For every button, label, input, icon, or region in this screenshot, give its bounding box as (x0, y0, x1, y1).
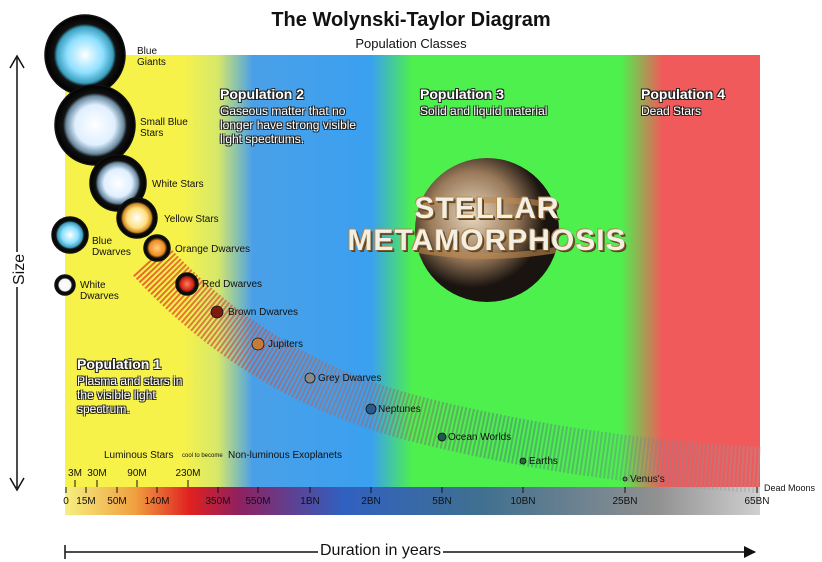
lower-tick-label: 1BN (290, 496, 330, 507)
object-label: Yellow Stars (164, 214, 219, 225)
population-description: Dead Stars (641, 104, 751, 118)
population-title: Population 1 (77, 356, 161, 372)
lower-tick-label: 350M (198, 496, 238, 507)
population-description: Plasma and stars in the visible light sp… (77, 374, 197, 416)
upper-tick-label: 90M (117, 468, 157, 479)
overlay-text: STELLAR (300, 192, 674, 226)
upper-tick-label: 30M (77, 468, 117, 479)
object-label: Ocean Worlds (448, 432, 511, 443)
lower-tick-label: 25BN (605, 496, 645, 507)
celestial-object (117, 198, 157, 238)
x-axis-label: Duration in years (318, 542, 443, 560)
object-label: Brown Dwarves (228, 307, 298, 318)
celestial-object (623, 477, 627, 481)
footnote-right: Non-luminous Exoplanets (228, 450, 342, 461)
object-label: White Stars (152, 179, 204, 190)
subtitle: Population Classes (0, 36, 822, 51)
object-label: White Dwarves (80, 280, 125, 302)
celestial-object (211, 306, 223, 318)
population-description: Gaseous matter that no longer have stron… (220, 104, 375, 146)
celestial-object (55, 85, 135, 165)
celestial-object (176, 273, 198, 295)
celestial-object (520, 458, 526, 464)
end-label: Dead Moons (764, 483, 815, 494)
population-title: Population 2 (220, 86, 304, 102)
object-label: Grey Dwarves (318, 373, 381, 384)
celestial-object (366, 404, 376, 414)
object-label: Neptunes (378, 404, 421, 415)
diagram: The Wolynski-Taylor Diagram Population C… (0, 0, 822, 562)
lower-tick-label: 5BN (422, 496, 462, 507)
celestial-object (438, 433, 446, 441)
lower-tick-label: 140M (137, 496, 177, 507)
celestial-object (52, 217, 88, 253)
lower-tick-label: 50M (97, 496, 137, 507)
lower-tick-label: 2BN (351, 496, 391, 507)
object-label: Blue Giants (137, 46, 177, 68)
object-label: Small Blue Stars (140, 117, 200, 139)
celestial-object (55, 275, 75, 295)
duration-arrowhead (744, 546, 756, 558)
population-title: Population 3 (420, 86, 504, 102)
object-label: Red Dwarves (202, 279, 262, 290)
object-label: Blue Dwarves (92, 236, 137, 258)
footnote-middle: cool to become (182, 452, 223, 460)
title: The Wolynski-Taylor Diagram (0, 8, 822, 32)
overlay-text: METAMORPHOSIS (300, 224, 674, 258)
celestial-object (252, 338, 264, 350)
object-label: Jupiters (268, 339, 303, 350)
object-label: Orange Dwarves (175, 244, 250, 255)
celestial-object (144, 235, 170, 261)
lower-tick-label: 65BN (737, 496, 777, 507)
object-label: Earths (529, 456, 558, 467)
upper-tick-label: 230M (168, 468, 208, 479)
lower-tick-label: 550M (238, 496, 278, 507)
footnote-left: Luminous Stars (104, 450, 173, 461)
celestial-object (305, 373, 315, 383)
y-axis-label: Size (11, 252, 29, 287)
object-label: Venus's (630, 474, 665, 485)
lower-tick-label: 10BN (503, 496, 543, 507)
population-title: Population 4 (641, 86, 725, 102)
population-description: Solid and liquid material (420, 104, 590, 118)
